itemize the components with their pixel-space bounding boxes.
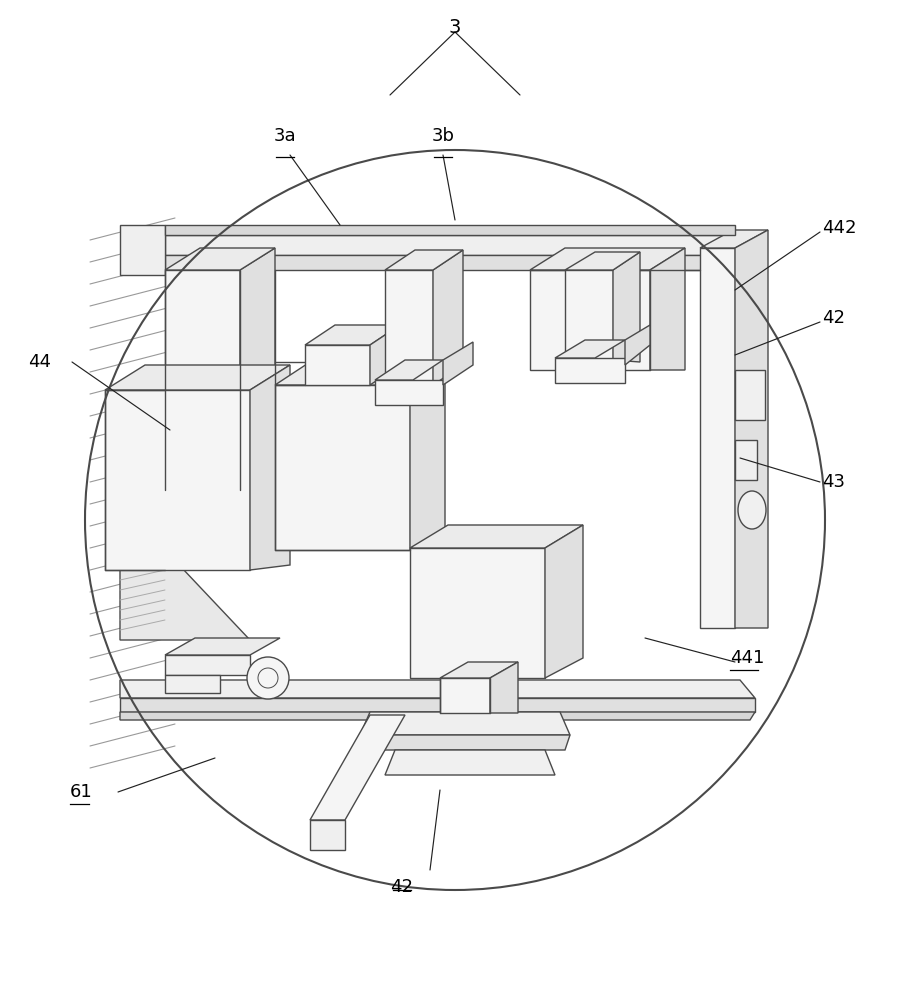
Polygon shape bbox=[555, 340, 625, 358]
Polygon shape bbox=[120, 225, 165, 275]
Polygon shape bbox=[385, 750, 555, 775]
Text: 441: 441 bbox=[730, 649, 764, 667]
Polygon shape bbox=[370, 325, 400, 385]
Polygon shape bbox=[440, 678, 490, 713]
Text: 442: 442 bbox=[822, 219, 856, 237]
Ellipse shape bbox=[738, 491, 766, 529]
Polygon shape bbox=[410, 362, 445, 550]
Polygon shape bbox=[165, 225, 735, 235]
Polygon shape bbox=[360, 712, 570, 735]
Polygon shape bbox=[120, 550, 250, 640]
Polygon shape bbox=[375, 380, 443, 405]
Text: 3: 3 bbox=[449, 18, 461, 37]
Polygon shape bbox=[650, 248, 685, 370]
Text: 42: 42 bbox=[822, 309, 845, 327]
Polygon shape bbox=[120, 698, 755, 712]
Polygon shape bbox=[490, 662, 518, 713]
Polygon shape bbox=[355, 735, 570, 750]
Polygon shape bbox=[735, 230, 768, 628]
Polygon shape bbox=[385, 270, 433, 385]
Polygon shape bbox=[700, 230, 768, 248]
Polygon shape bbox=[530, 270, 650, 370]
Polygon shape bbox=[443, 342, 473, 385]
Text: 43: 43 bbox=[822, 473, 845, 491]
Polygon shape bbox=[565, 252, 640, 270]
Text: 3b: 3b bbox=[431, 127, 454, 145]
Polygon shape bbox=[105, 390, 250, 570]
Text: 3a: 3a bbox=[274, 127, 297, 145]
Text: 42: 42 bbox=[390, 878, 413, 896]
Polygon shape bbox=[735, 440, 757, 480]
Polygon shape bbox=[165, 675, 220, 693]
Polygon shape bbox=[530, 248, 685, 270]
Polygon shape bbox=[555, 358, 625, 383]
Polygon shape bbox=[375, 360, 443, 380]
Polygon shape bbox=[410, 525, 583, 548]
Polygon shape bbox=[240, 248, 275, 490]
Text: 61: 61 bbox=[70, 783, 93, 801]
Polygon shape bbox=[165, 255, 735, 270]
Polygon shape bbox=[735, 370, 765, 420]
Polygon shape bbox=[165, 655, 250, 675]
Polygon shape bbox=[305, 345, 370, 385]
Polygon shape bbox=[165, 235, 735, 255]
Polygon shape bbox=[120, 680, 755, 698]
Text: 44: 44 bbox=[28, 353, 51, 371]
Polygon shape bbox=[275, 385, 410, 550]
Polygon shape bbox=[385, 250, 463, 270]
Polygon shape bbox=[165, 248, 275, 270]
Polygon shape bbox=[440, 662, 518, 678]
Polygon shape bbox=[410, 548, 545, 678]
Polygon shape bbox=[305, 325, 400, 345]
Polygon shape bbox=[545, 525, 583, 678]
Polygon shape bbox=[250, 365, 290, 570]
Polygon shape bbox=[105, 365, 290, 390]
Polygon shape bbox=[165, 638, 280, 655]
Polygon shape bbox=[275, 362, 445, 385]
Ellipse shape bbox=[247, 657, 289, 699]
Polygon shape bbox=[310, 820, 345, 850]
Polygon shape bbox=[700, 248, 735, 628]
Polygon shape bbox=[120, 712, 755, 720]
Polygon shape bbox=[613, 252, 640, 362]
Polygon shape bbox=[310, 715, 405, 820]
Polygon shape bbox=[165, 270, 240, 490]
Polygon shape bbox=[625, 325, 650, 365]
Polygon shape bbox=[565, 270, 613, 360]
Polygon shape bbox=[433, 250, 463, 385]
